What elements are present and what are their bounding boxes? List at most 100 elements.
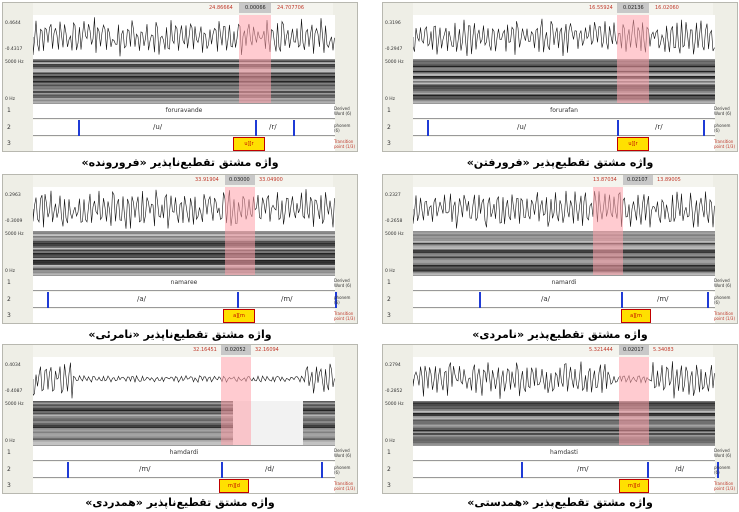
spectrogram-band (413, 428, 715, 430)
caption: واژه مشتق تقطیع‌پذیر «فرورفتن» (466, 156, 654, 169)
transition-tier: a][m (413, 309, 715, 323)
spectrogram (413, 231, 715, 275)
boundary-line (647, 462, 649, 478)
caption: واژه مشتق تقطیع‌پذیر «همدستی» (467, 496, 653, 509)
spectrogram-band (413, 60, 715, 63)
boundary-line (717, 462, 719, 478)
waveform-trace (33, 17, 335, 57)
tier-name-transition: Transition point (1/3) (334, 481, 356, 491)
zero-label: 0 Hz (385, 439, 396, 444)
tier-number: 2 (387, 296, 391, 303)
time-left: 5.321444 (589, 347, 613, 353)
spectrogram-band (413, 407, 715, 410)
spectrogram-band (33, 412, 335, 415)
spectrogram-band (413, 101, 715, 103)
phoneme-left: /u/ (153, 123, 163, 131)
boundary-line (321, 462, 323, 478)
spectrogram-band (33, 59, 335, 61)
phoneme-left: /m/ (577, 465, 589, 473)
word-tier: namardi (413, 275, 715, 291)
spectrogram-band (413, 401, 715, 403)
spectrogram-band (33, 259, 335, 262)
spectrogram-band (413, 72, 715, 75)
boundary-line (427, 120, 429, 136)
freq-label: 5000 Hz (5, 232, 24, 237)
transition-box: m][d (619, 479, 649, 493)
tier-name-transition: Transition point (1/3) (714, 139, 736, 149)
time-bar: 32.16451 0.02052 32.16094 (33, 345, 335, 355)
spectrogram-band (33, 443, 335, 445)
spectrogram-band (413, 271, 715, 274)
spectrogram-band (413, 89, 715, 92)
spectrogram-band (33, 254, 335, 257)
spectrogram-band (33, 269, 335, 272)
tier-number: 1 (7, 107, 11, 114)
spectrogram-band (413, 99, 715, 102)
tier-number: 2 (7, 124, 11, 131)
selection-highlight (221, 357, 251, 445)
spectrogram-band (33, 417, 335, 420)
freq-label: 5000 Hz (385, 402, 404, 407)
spectrogram-band (33, 431, 335, 434)
word-tier: foruravande (33, 103, 335, 119)
spectrogram-band (33, 62, 335, 64)
spectrogram-band (413, 402, 715, 405)
word-label: foruravande (165, 107, 203, 114)
spectrogram-band (413, 65, 715, 68)
spectrogram-band (413, 70, 715, 73)
spectrogram-band (33, 252, 335, 255)
spectrogram-band (413, 77, 715, 80)
spectrogram-band (33, 80, 335, 83)
spectrogram-band (33, 249, 335, 252)
spectrogram-band (33, 401, 335, 403)
tier-name-transition: Transition point (1/3) (714, 481, 736, 491)
amp-top: 0.4644 (5, 21, 21, 26)
phoneme-right: /d/ (675, 465, 685, 473)
boundary-line (479, 292, 481, 308)
word-label: forurafan (550, 107, 578, 114)
spectrogram-band (413, 62, 715, 64)
spectrogram-band (413, 79, 715, 81)
zero-label: 0 Hz (5, 439, 16, 444)
spectrogram-band (33, 441, 335, 444)
spectrogram-band (33, 231, 335, 233)
waveform-trace (413, 190, 715, 229)
zero-label: 0 Hz (5, 97, 16, 102)
tier-name-phonem: phonem (6) (334, 295, 351, 305)
spectrogram-band (33, 99, 335, 102)
spectrogram (413, 59, 715, 103)
spectrogram-band (33, 439, 335, 442)
praat-panel: 5.321444 0.02017 5.34083 0.2794 -0.2852 … (382, 344, 738, 494)
tier-name-word: Derived Word (6) (334, 448, 352, 458)
spectrogram-band (413, 82, 715, 85)
phoneme-right: /m/ (657, 295, 669, 303)
amp-bottom: -0.2852 (385, 389, 403, 394)
transition-box: u][r (233, 137, 265, 151)
spectrogram-band (413, 411, 715, 413)
boundary-line (255, 120, 257, 136)
spectrogram-band (413, 252, 715, 255)
tier-number: 3 (387, 312, 391, 319)
spectrogram-band (413, 67, 715, 69)
spectrogram-band (413, 266, 715, 269)
tier-number: 3 (7, 312, 11, 319)
selection-highlight (619, 357, 649, 445)
caption: واژه مشتق تقطیع‌پذیر «نامردی» (472, 328, 648, 341)
spectrogram-band (413, 434, 715, 437)
spectrogram-band (33, 263, 335, 265)
tier-number: 3 (387, 140, 391, 147)
spectrogram-band (413, 261, 715, 264)
time-right: 16.02060 (655, 5, 679, 11)
zero-label: 0 Hz (385, 269, 396, 274)
word-tier: namaree (33, 275, 335, 291)
amp-bottom: -0.4087 (5, 389, 23, 394)
boundary-line (293, 120, 295, 136)
praat-panel: 32.16451 0.02052 32.16094 0.4034 -0.4087… (2, 344, 358, 494)
amp-top: 0.3196 (385, 21, 401, 26)
tier-number: 2 (7, 296, 11, 303)
spectrogram-band (33, 251, 335, 253)
tier-number: 2 (387, 466, 391, 473)
phoneme-right: /m/ (281, 295, 293, 303)
time-left: 33.91904 (195, 177, 219, 183)
tier-number: 2 (7, 466, 11, 473)
